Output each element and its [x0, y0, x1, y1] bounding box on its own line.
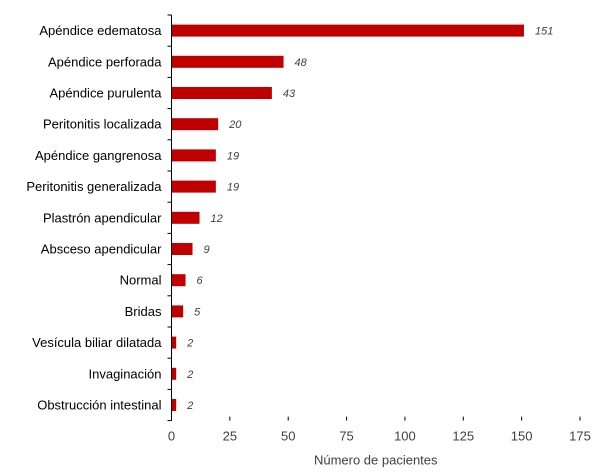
bar	[171, 336, 177, 349]
value-label: 9	[204, 244, 210, 256]
x-axis-title: Número de pacientes	[314, 453, 438, 468]
x-tick-label: 150	[511, 429, 533, 444]
value-label: 2	[186, 338, 193, 350]
bar	[171, 24, 524, 37]
value-label: 48	[295, 57, 308, 69]
bar	[171, 274, 186, 287]
y-axis-ticks	[167, 14, 172, 422]
value-label: 19	[227, 150, 239, 162]
bar	[171, 55, 284, 68]
value-label: 5	[194, 306, 201, 318]
value-label: 2	[186, 400, 193, 412]
category-label: Apéndice perforada	[48, 54, 162, 69]
category-label: Vesícula biliar dilatada	[32, 335, 162, 350]
category-label: Normal	[120, 273, 162, 288]
x-tick-label: 50	[281, 429, 295, 444]
bar	[171, 305, 184, 318]
bars-group	[171, 24, 524, 411]
category-label: Bridas	[125, 304, 162, 319]
category-label: Apéndice purulenta	[49, 86, 162, 101]
value-label: 19	[227, 182, 239, 194]
bar	[171, 180, 216, 193]
bar	[171, 243, 193, 255]
value-label: 6	[197, 275, 204, 287]
category-label: Obstrucción intestinal	[37, 398, 161, 413]
bar	[171, 118, 219, 131]
value-label: 20	[228, 119, 242, 131]
category-labels: Apéndice edematosa Apéndice perforada Apén…	[26, 23, 162, 412]
bar	[171, 149, 216, 162]
x-tick-label: 175	[569, 429, 591, 444]
x-tick-label: 75	[339, 429, 353, 444]
category-label: Apéndice gangrenosa	[35, 148, 162, 163]
value-label: 43	[283, 88, 296, 100]
x-axis-ticks: 0 25 50 75 100 125 150 175	[168, 416, 591, 444]
bar	[171, 87, 272, 99]
category-label: Invaginación	[89, 366, 162, 381]
value-label: 12	[211, 213, 223, 225]
category-label: Apéndice edematosa	[39, 23, 162, 38]
category-label: Absceso apendicular	[41, 242, 162, 257]
value-label: 151	[535, 26, 553, 38]
bar	[171, 367, 177, 380]
category-label: Plastrón apendicular	[43, 210, 162, 225]
x-tick-label: 125	[452, 429, 474, 444]
x-tick-label: 25	[223, 429, 237, 444]
bar	[171, 211, 200, 224]
category-label: Peritonitis localizada	[43, 117, 162, 132]
x-tick-label: 100	[394, 429, 416, 444]
value-label: 2	[186, 369, 193, 381]
category-label: Peritonitis generalizada	[26, 179, 162, 194]
x-tick-label: 0	[168, 429, 175, 444]
bar	[171, 399, 177, 411]
value-labels: 151 48 43 20 19 19 12 9 6 5 2 2 2	[186, 26, 553, 412]
